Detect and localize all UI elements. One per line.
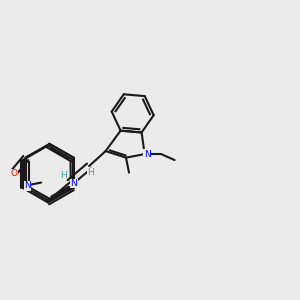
Text: N: N xyxy=(70,179,77,188)
Text: H: H xyxy=(60,171,67,180)
Text: N: N xyxy=(144,150,150,159)
Text: H: H xyxy=(87,168,94,177)
Text: O: O xyxy=(10,169,17,178)
Text: N: N xyxy=(24,181,31,190)
